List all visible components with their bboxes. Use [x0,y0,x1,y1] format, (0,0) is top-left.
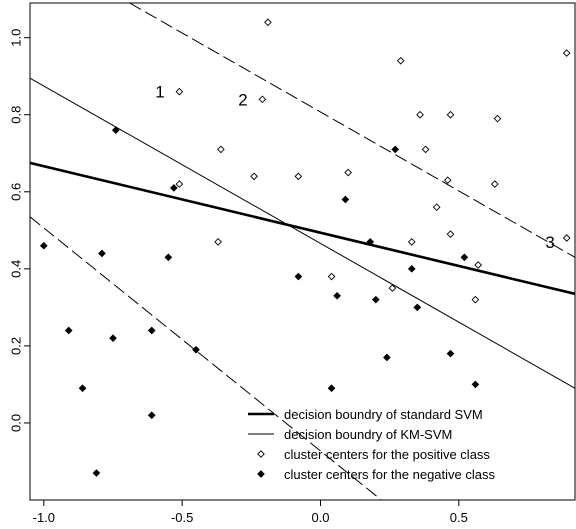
x-tick-label: -0.5 [171,510,193,525]
boundary-lines [30,3,575,500]
positive-cluster-point [471,295,480,304]
negative-cluster-point [460,253,469,262]
legend-symbol-open-diamond [257,450,265,458]
positive-cluster-point [294,172,303,181]
negative-cluster-point [64,326,73,335]
negative-cluster-point [407,265,416,273]
x-tick-label: -1.0 [33,510,55,525]
positive-cluster-point [443,176,452,185]
legend-label: decision boundry of KM-SVM [284,427,452,442]
boundary-line-thin-solid [30,77,575,389]
y-tick-label: 0.2 [8,337,23,355]
y-tick-label: 1.0 [8,29,23,47]
positive-cluster-point [446,110,455,119]
negative-cluster-point [294,272,303,281]
positive-cluster-point [474,261,483,269]
negative-cluster-point [192,345,200,354]
legend-label: decision boundry of standard SVM [284,407,483,422]
negative-cluster-point [371,295,380,304]
boundary-line-dashed [129,3,575,258]
negative-cluster-point [92,469,101,477]
positive-cluster-point [407,238,416,246]
negative-cluster-point [327,384,336,393]
positive-cluster-point [264,18,272,27]
negative-cluster-point [39,241,48,250]
positive-cluster-point [388,284,397,292]
y-tick-label: 0.6 [8,183,23,201]
plot-frame [29,2,576,501]
boundary-line-thick-solid [30,161,575,296]
point-annotations: 1 2 3 [155,83,555,252]
positive-cluster-point [327,272,336,281]
data-points [39,18,571,477]
negative-cluster-point [147,411,156,420]
negative-cluster-point [413,303,422,312]
legend-label: cluster centers for the positive class [284,447,490,462]
negative-cluster-point [170,184,178,192]
negative-cluster-point [341,195,350,204]
point-annotation-label: 1 [155,83,164,102]
positive-cluster-point [250,172,258,181]
negative-cluster-point [78,384,87,393]
positive-cluster-point [344,168,352,177]
positive-cluster-point [175,87,184,96]
legend: decision boundry of standard SVM decision… [248,407,495,482]
point-annotation-label: 3 [545,233,554,252]
negative-cluster-point [383,353,391,362]
boundary-line-dashed [30,216,382,500]
y-tick-label: 0.4 [8,260,23,278]
negative-cluster-point [164,253,173,262]
point-annotation-label: 2 [238,90,247,109]
y-axis: 0.0 0.2 0.4 0.6 0.8 1.0 [8,29,30,432]
negative-cluster-point [471,380,480,389]
negative-cluster-point [109,334,117,343]
legend-symbol-filled-diamond [257,470,265,478]
positive-cluster-point [490,180,499,188]
legend-label: cluster centers for the negative class [284,467,495,482]
y-tick-label: 0.0 [8,414,23,432]
positive-cluster-point [562,234,571,242]
positive-cluster-point [432,203,441,212]
negative-cluster-point [147,326,156,335]
x-tick-label: 0.5 [450,510,468,525]
x-axis: -1.0 -0.5 0.0 0.5 [33,500,468,525]
negative-cluster-point [98,249,106,258]
positive-cluster-point [416,110,424,119]
negative-cluster-point [366,238,375,246]
negative-cluster-point [333,291,341,300]
positive-cluster-point [258,95,267,104]
negative-cluster-point [446,349,455,358]
x-tick-label: 0.0 [311,510,329,525]
positive-cluster-point [493,114,502,123]
positive-cluster-point [175,180,184,188]
positive-cluster-point [396,56,405,65]
negative-cluster-point [391,145,400,154]
positive-cluster-point [446,230,455,238]
positive-cluster-point [421,145,430,154]
negative-cluster-point [111,126,120,134]
positive-cluster-point [214,238,222,246]
positive-cluster-point [217,145,225,154]
y-tick-label: 0.8 [8,106,23,124]
positive-cluster-point [562,49,571,57]
